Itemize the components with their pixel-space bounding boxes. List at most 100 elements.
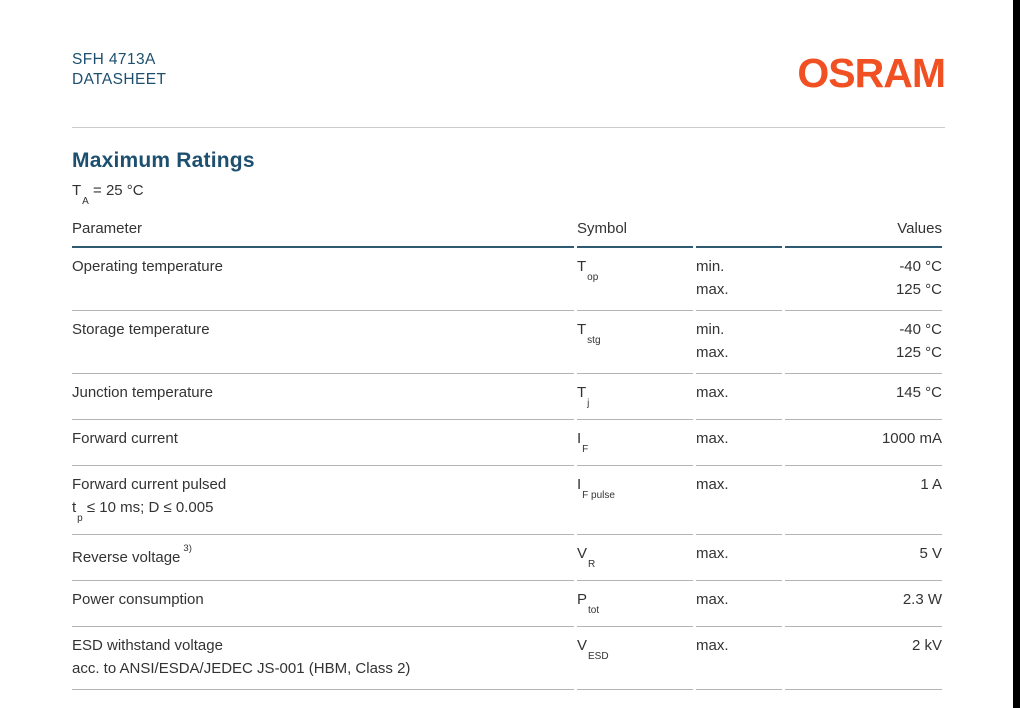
limit-label: max. bbox=[696, 476, 729, 493]
value-cell: 1 A bbox=[785, 466, 942, 535]
parameter-cell: Reverse voltage3) bbox=[72, 535, 574, 581]
value-cell: 2.3 W bbox=[785, 581, 942, 627]
page-edge-bar bbox=[1013, 0, 1020, 708]
parameter-cell: Forward current pulsed tp ≤ 10 ms; D ≤ 0.… bbox=[72, 466, 574, 535]
limit-label: min. bbox=[696, 258, 725, 275]
symbol-base: I bbox=[577, 430, 582, 447]
symbol-base: T bbox=[577, 321, 587, 338]
symbol-subscript: j bbox=[587, 398, 590, 409]
limit-label: max. bbox=[696, 344, 729, 361]
rating-value: 1 A bbox=[920, 476, 942, 493]
rating-value: 125 °C bbox=[895, 281, 942, 298]
parameter-label: Storage temperature bbox=[72, 321, 210, 338]
product-block: SFH 4713A DATASHEET bbox=[72, 50, 166, 90]
parameter-label: Forward current bbox=[72, 430, 178, 447]
footnote-ref: 3) bbox=[183, 543, 192, 554]
parameter-line: Storage temperature bbox=[72, 318, 574, 341]
product-name: SFH 4713A bbox=[72, 51, 156, 68]
symbol-cell: Tstg bbox=[577, 311, 693, 374]
max-ratings-table: Parameter Symbol Values Operating temper… bbox=[69, 214, 945, 690]
condition-sub: p bbox=[77, 513, 83, 524]
header-divider bbox=[72, 127, 945, 128]
parameter-line: Reverse voltage3) bbox=[72, 542, 574, 569]
rating-value: -40 °C bbox=[899, 258, 942, 275]
value-cell: -40 °C 125 °C bbox=[785, 311, 942, 374]
value-cell: 5 V bbox=[785, 535, 942, 581]
limit-cell: max. bbox=[696, 535, 782, 581]
parameter-line: Power consumption bbox=[72, 588, 574, 611]
ambient-condition: TA = 25 °C bbox=[72, 182, 945, 207]
table-row: Storage temperature Tstg min. max. -40 °C 125… bbox=[72, 311, 942, 374]
table-row: Junction temperature Tj max. 145 °C bbox=[72, 374, 942, 420]
parameter-cell: Operating temperature bbox=[72, 248, 574, 311]
symbol-base: T bbox=[577, 258, 587, 275]
parameter-condition-line: acc. to ANSI/ESDA/JEDEC JS-001 (HBM, Cla… bbox=[72, 657, 574, 680]
parameter-label: Junction temperature bbox=[72, 384, 213, 401]
column-header-values: Values bbox=[785, 214, 942, 248]
page-content: SFH 4713A DATASHEET OSRAM Maximum Rating… bbox=[69, 0, 946, 708]
parameter-line: Forward current bbox=[72, 427, 574, 450]
symbol-subscript: op bbox=[587, 272, 599, 283]
parameter-line: Operating temperature bbox=[72, 255, 574, 278]
symbol-cell: Top bbox=[577, 248, 693, 311]
symbol-cell: VESD bbox=[577, 627, 693, 690]
rating-value: 125 °C bbox=[895, 344, 942, 361]
limit-cell: max. bbox=[696, 374, 782, 420]
rating-value: 5 V bbox=[919, 545, 942, 562]
limit-label: max. bbox=[696, 384, 729, 401]
symbol-subscript: ESD bbox=[588, 651, 609, 662]
value-cell: 1000 mA bbox=[785, 420, 942, 466]
limit-cell: max. bbox=[696, 581, 782, 627]
parameter-label: Power consumption bbox=[72, 591, 204, 608]
table-header-row: Parameter Symbol Values bbox=[72, 214, 942, 248]
limit-label: max. bbox=[696, 591, 729, 608]
value-cell: 2 kV bbox=[785, 627, 942, 690]
symbol-cell: IF bbox=[577, 420, 693, 466]
column-header-symbol: Symbol bbox=[577, 214, 693, 248]
table-header: Parameter Symbol Values bbox=[72, 214, 942, 248]
limit-label: max. bbox=[696, 545, 729, 562]
condition-symbol: T bbox=[72, 182, 82, 199]
condition-pre: t bbox=[72, 499, 77, 516]
limit-cell: max. bbox=[696, 466, 782, 535]
limit-label: max. bbox=[696, 281, 729, 298]
rating-value: 2 kV bbox=[911, 637, 942, 654]
parameter-line: Junction temperature bbox=[72, 381, 574, 404]
column-header-parameter: Parameter bbox=[72, 214, 574, 248]
parameter-cell: Storage temperature bbox=[72, 311, 574, 374]
parameter-label: Reverse voltage bbox=[72, 549, 181, 566]
table-row: Reverse voltage3) VR max. 5 V bbox=[72, 535, 942, 581]
parameter-label: ESD withstand voltage bbox=[72, 637, 223, 654]
table-row: Operating temperature Top min. max. -40 °C 12… bbox=[72, 248, 942, 311]
symbol-base: V bbox=[577, 545, 588, 562]
parameter-line: Forward current pulsed bbox=[72, 473, 574, 496]
parameter-condition-line: tp ≤ 10 ms; D ≤ 0.005 bbox=[72, 496, 574, 525]
column-header-limit bbox=[696, 214, 782, 248]
symbol-cell: VR bbox=[577, 535, 693, 581]
limit-label: min. bbox=[696, 321, 725, 338]
parameter-label: Forward current pulsed bbox=[72, 476, 227, 493]
value-cell: -40 °C 125 °C bbox=[785, 248, 942, 311]
rating-value: 1000 mA bbox=[881, 430, 942, 447]
condition-pre: acc. to ANSI/ESDA/JEDEC JS-001 (HBM, Cla… bbox=[72, 660, 411, 677]
parameter-label: Operating temperature bbox=[72, 258, 223, 275]
ratings-table-body: Operating temperature Top min. max. -40 °C 12… bbox=[72, 248, 942, 690]
limit-cell: min. max. bbox=[696, 248, 782, 311]
table-row: Power consumption Ptot max. 2.3 W bbox=[72, 581, 942, 627]
symbol-cell: Tj bbox=[577, 374, 693, 420]
symbol-subscript: tot bbox=[588, 605, 600, 616]
symbol-subscript: F bbox=[582, 444, 589, 455]
section-title: Maximum Ratings bbox=[72, 149, 255, 172]
symbol-base: I bbox=[577, 476, 582, 493]
symbol-cell: IF pulse bbox=[577, 466, 693, 535]
limit-cell: max. bbox=[696, 627, 782, 690]
symbol-base: T bbox=[577, 384, 587, 401]
parameter-cell: Power consumption bbox=[72, 581, 574, 627]
symbol-base: V bbox=[577, 637, 588, 654]
value-cell: 145 °C bbox=[785, 374, 942, 420]
table-row: Forward current IF max. 1000 mA bbox=[72, 420, 942, 466]
doc-type-label: DATASHEET bbox=[72, 71, 167, 88]
symbol-subscript: stg bbox=[587, 335, 601, 346]
parameter-line: ESD withstand voltage bbox=[72, 634, 574, 657]
